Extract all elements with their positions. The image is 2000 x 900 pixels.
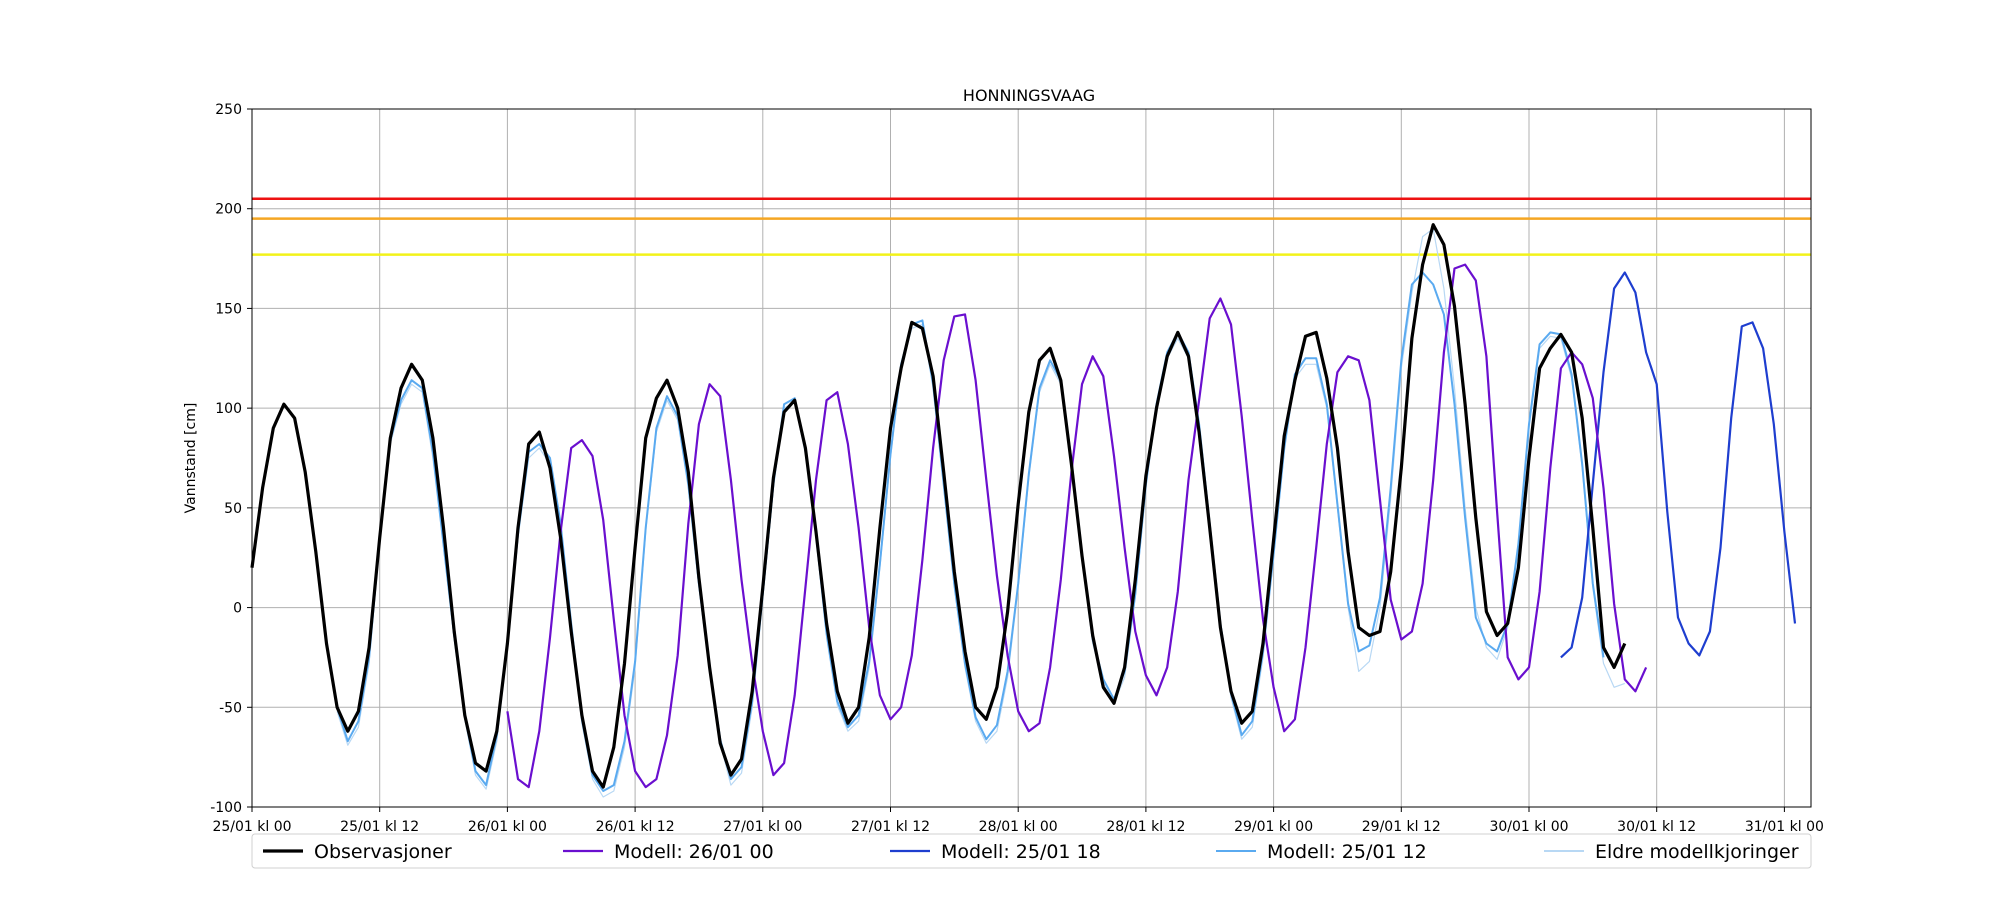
chart-title: HONNINGSVAAG: [963, 86, 1095, 105]
x-tick-label-5: 27/01 kl 12: [851, 819, 930, 835]
x-tick-label-4: 27/01 kl 00: [723, 819, 802, 835]
x-tick-label-9: 29/01 kl 12: [1362, 819, 1441, 835]
y-axis-label: Vannstand [cm]: [183, 403, 199, 514]
x-tick-label-6: 28/01 kl 00: [979, 819, 1058, 835]
y-tick-label-4: 100: [215, 401, 242, 417]
y-tick-label-1: -50: [219, 700, 242, 716]
legend-label-3: Modell: 25/01 12: [1267, 841, 1427, 863]
x-tick-label-10: 30/01 kl 00: [1489, 819, 1568, 835]
y-tick-label-2: 0: [233, 601, 242, 617]
y-tick-label-7: 250: [215, 102, 242, 118]
y-tick-label-6: 200: [215, 202, 242, 218]
legend-frame: [251, 833, 1812, 869]
y-tick-label-0: -100: [210, 800, 242, 816]
legend-label-1: Modell: 26/01 00: [614, 841, 774, 863]
legend: Observasjoner Modell: 26/01 00 Modell: 25/…: [251, 833, 1812, 869]
x-tick-label-2: 26/01 kl 00: [468, 819, 547, 835]
x-tick-label-11: 30/01 kl 12: [1617, 819, 1696, 835]
series-line-4: [250, 223, 1627, 789]
series-line-3: [506, 263, 1648, 789]
x-tick-label-12: 31/01 kl 00: [1745, 819, 1824, 835]
series-line-1: [336, 271, 1605, 792]
threshold-lines: [252, 197, 1811, 256]
series-line-2: [1560, 271, 1797, 659]
y-tick-label-5: 150: [215, 301, 242, 317]
x-axis: 25/01 kl 00 25/01 kl 12 26/01 kl 00 26/01 k…: [212, 807, 1824, 835]
y-tick-label-3: 50: [224, 501, 242, 517]
x-tick-label-7: 28/01 kl 12: [1106, 819, 1185, 835]
legend-label-0: Observasjoner: [314, 841, 452, 863]
x-tick-label-1: 25/01 kl 12: [340, 819, 419, 835]
x-tick-label-0: 25/01 kl 00: [212, 819, 291, 835]
legend-label-2: Modell: 25/01 18: [941, 841, 1101, 863]
series-lines: [250, 223, 1797, 798]
y-axis: -100 -50 0 50 100 150 200 250: [210, 102, 252, 816]
x-tick-label-8: 29/01 kl 00: [1234, 819, 1313, 835]
legend-label-4: Eldre modellkjoringer: [1595, 841, 1799, 863]
plot-frame: [251, 108, 1812, 808]
x-tick-label-3: 26/01 kl 12: [596, 819, 675, 835]
